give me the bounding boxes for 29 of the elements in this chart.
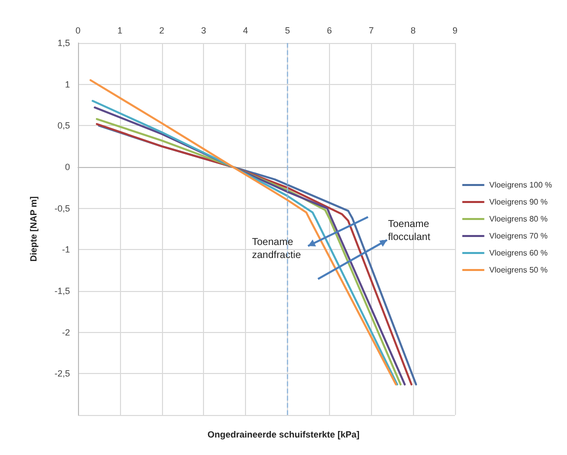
y-tick-label: -0,5 bbox=[54, 203, 70, 214]
x-tick-label: 9 bbox=[452, 26, 458, 36]
x-tick-label: 2 bbox=[159, 26, 164, 36]
x-tick-label: 0 bbox=[75, 26, 81, 36]
legend-label: Vloeigrens 50 % bbox=[489, 266, 548, 274]
legend-label: Vloeigrens 70 % bbox=[489, 232, 548, 240]
y-tick-label: 1,5 bbox=[57, 38, 70, 48]
legend-label: Vloeigrens 60 % bbox=[489, 248, 548, 258]
legend-label: Vloeigrens 80 % bbox=[489, 214, 548, 224]
y-tick-label: 1 bbox=[64, 79, 70, 90]
y-tick-label: -1,5 bbox=[54, 286, 70, 296]
y-tick-label: -1 bbox=[62, 244, 70, 255]
y-tick-label: 0,5 bbox=[57, 120, 70, 131]
y-tick-label: 0 bbox=[64, 162, 70, 172]
y-tick-label: -2 bbox=[62, 327, 70, 338]
x-tick-label: 7 bbox=[368, 26, 374, 36]
legend-label: Vloeigrens 90 % bbox=[489, 198, 548, 206]
x-tick-label: 1 bbox=[117, 26, 122, 36]
annotation: Toename zandfractie bbox=[252, 237, 302, 261]
x-tick-label: 3 bbox=[201, 26, 206, 36]
x-tick-label: 6 bbox=[326, 26, 332, 36]
x-tick-label: 4 bbox=[243, 26, 248, 36]
x-axis-title: Ongedraineerde schuifsterkte [kPa] bbox=[207, 430, 360, 440]
annotation: Toename flocculant bbox=[388, 219, 432, 243]
legend-label: Vloeigrens 100 % bbox=[489, 180, 552, 190]
x-tick-label: 5 bbox=[284, 26, 290, 36]
y-tick-label: -2,5 bbox=[54, 368, 70, 379]
y-axis-title: Diepte [NAP m] bbox=[28, 196, 38, 262]
x-tick-label: 8 bbox=[410, 26, 416, 36]
